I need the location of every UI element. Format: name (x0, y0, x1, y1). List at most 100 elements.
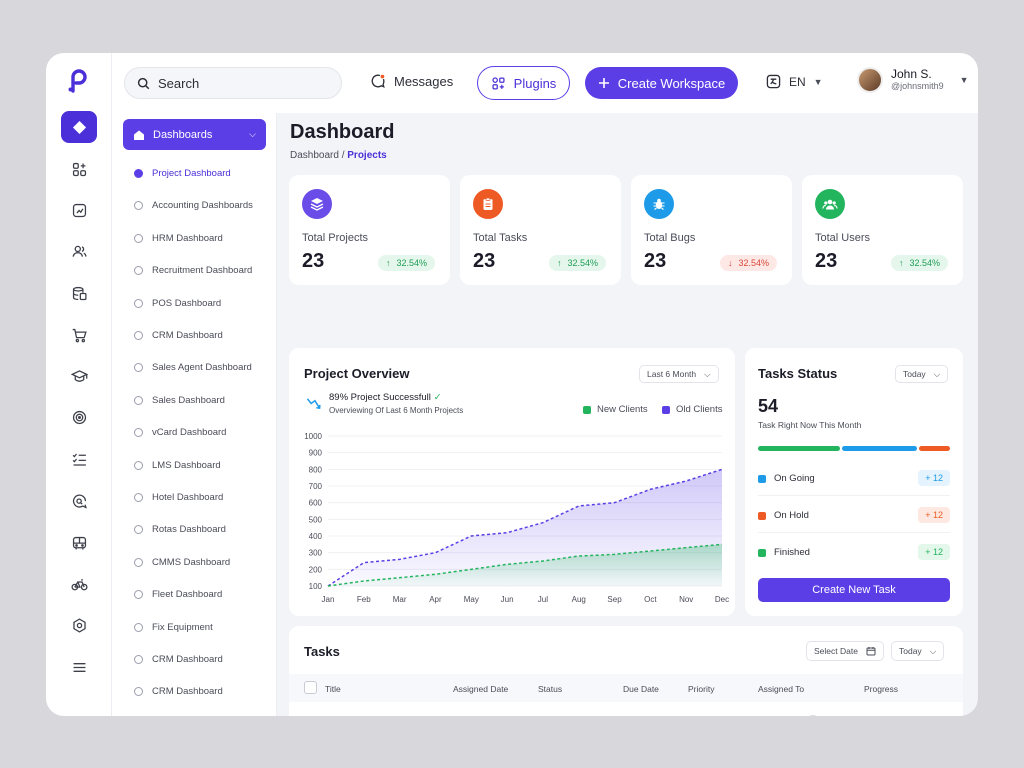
sidebar-item[interactable]: Sales Dashboard (134, 395, 225, 406)
overview-range-label: Last 6 Month (647, 369, 697, 379)
x-tick-label: Sep (607, 595, 622, 604)
sidebar-item[interactable]: Rotas Dashboard (134, 524, 226, 535)
language-label: EN (789, 74, 806, 89)
sidebar-item[interactable]: Fix Equipment (134, 622, 213, 633)
rail-target-icon[interactable] (61, 401, 97, 433)
search-placeholder: Search (158, 75, 200, 91)
messages-button[interactable]: Messages (370, 73, 453, 89)
status-swatch (758, 548, 766, 557)
select-all-checkbox[interactable] (304, 681, 317, 694)
radio-dot-icon (134, 298, 143, 308)
chevron-down-icon: ▼ (959, 75, 969, 85)
stat-card[interactable]: Total Tasks 23 ↑ 32.54% (460, 175, 621, 285)
radio-dot-icon (134, 557, 143, 567)
stat-change-value: 32.54% (738, 258, 769, 268)
sidebar-item[interactable]: LMS Dashboard (134, 460, 221, 471)
task-status-row: On Hold (758, 510, 809, 521)
radio-dot-icon (134, 622, 143, 632)
sidebar-item-label: Fleet Dashboard (152, 589, 223, 601)
stat-card[interactable]: Total Projects 23 ↑ 32.54% (289, 175, 450, 285)
rail-apps-icon[interactable] (61, 153, 97, 185)
task-status-label: Finished (774, 547, 810, 558)
radio-dot-icon (134, 493, 143, 502)
column-header[interactable]: Due Date (623, 684, 659, 694)
arrow-up-icon: ↑ (898, 258, 904, 268)
user-menu[interactable]: John S. @johnsmith9 ▼ (857, 67, 969, 93)
column-header[interactable]: Assigned Date (453, 684, 509, 694)
rail-bicycle-icon[interactable] (61, 568, 97, 600)
rail-checklist-icon[interactable] (61, 443, 97, 475)
page-title: Dashboard (290, 121, 395, 143)
sidebar-item[interactable]: CRM Dashboard (134, 686, 223, 697)
select-date-button[interactable]: Select Date (806, 641, 884, 661)
column-header[interactable]: Assigned To (758, 684, 805, 694)
column-header[interactable]: Status (538, 684, 563, 694)
radio-dot-icon (134, 395, 143, 405)
legend-swatch-old (662, 405, 670, 414)
brand-logo (68, 69, 87, 93)
breadcrumb-current: Projects (347, 150, 387, 161)
sidebar-item[interactable]: Accounting Dashboards (134, 200, 253, 211)
create-workspace-label: Create Workspace (617, 75, 726, 91)
rail-users-icon[interactable] (61, 235, 97, 267)
stat-card[interactable]: Total Bugs 23 ↓ 32.54% (631, 175, 792, 285)
overview-range-select[interactable]: Last 6 Month ⌵ (639, 365, 719, 383)
y-tick-label: 100 (309, 582, 323, 591)
plugins-label: Plugins (513, 75, 557, 91)
sidebar-item[interactable]: Fleet Dashboard (134, 589, 222, 600)
stat-change-badge: ↓ 32.54% (719, 255, 777, 271)
sidebar-item[interactable]: CRM Dashboard (134, 330, 223, 341)
sidebar-item[interactable]: Recruitment Dashboard (134, 265, 252, 276)
x-tick-label: Jul (538, 595, 548, 604)
rail-database-icon[interactable] (61, 277, 97, 309)
sidebar-item[interactable]: CRM Dashboard (134, 654, 223, 665)
sidebar-item[interactable]: Project Dashboard (134, 168, 231, 179)
tasks-status-range-select[interactable]: Today ⌵ (895, 365, 949, 383)
sidebar-item-label: CRM Dashboard (152, 330, 223, 341)
dashboards-label: Dashboards (153, 128, 213, 141)
breadcrumb-root[interactable]: Dashboard / (290, 150, 345, 161)
sidebar-item[interactable]: HRM Dashboard (134, 233, 223, 244)
breadcrumb: Dashboard / Projects (290, 150, 387, 161)
rail-chat-search-icon[interactable] (61, 485, 97, 517)
rail-bus-icon[interactable] (61, 527, 97, 559)
rail-menu-icon[interactable] (61, 651, 97, 683)
column-header[interactable]: Priority (688, 684, 715, 694)
arrow-up-icon: ↑ (385, 258, 391, 268)
plugins-button[interactable]: Plugins (477, 66, 570, 100)
sidebar-item[interactable]: POS Dashboard (134, 298, 221, 309)
overview-subline: Overviewing Of Last 6 Month Projects (329, 406, 464, 415)
rail-dashboard-icon[interactable] (61, 111, 97, 143)
stat-card[interactable]: Total Users 23 ↑ 32.54% (802, 175, 963, 285)
add-assignee-icon[interactable]: + (805, 715, 821, 716)
radio-dot-icon (134, 460, 143, 470)
task-status-count: + 12 (918, 544, 950, 560)
column-header[interactable]: Progress (864, 684, 899, 694)
sidebar-item-label: LMS Dashboard (152, 459, 221, 471)
layers-icon (302, 189, 332, 219)
search-input[interactable]: Search (124, 67, 342, 99)
radio-dot-icon (134, 266, 143, 276)
stat-label: Total Bugs (644, 232, 696, 244)
sidebar-item[interactable]: CMMS Dashboard (134, 557, 230, 568)
tasks-range-label: Today (899, 646, 922, 656)
arrow-up-icon: ↑ (556, 258, 562, 268)
language-selector[interactable]: EN ▼ (766, 74, 823, 89)
plus-icon (598, 78, 609, 88)
dashboards-section-toggle[interactable]: Dashboards ⌵ (123, 119, 266, 150)
stat-label: Total Tasks (473, 232, 528, 244)
sidebar-item[interactable]: Hotel Dashboard (134, 492, 223, 503)
rail-cart-icon[interactable] (61, 319, 97, 351)
sidebar-item-label: Accounting Dashboards (152, 200, 253, 212)
sidebar-item[interactable]: vCard Dashboard (134, 427, 226, 438)
rail-settings-icon[interactable] (61, 609, 97, 641)
tasks-range-select[interactable]: Today ⌵ (891, 641, 945, 661)
create-workspace-button[interactable]: Create Workspace (585, 67, 738, 99)
sidebar-item[interactable]: Sales Agent Dashboard (134, 362, 252, 373)
create-new-task-button[interactable]: Create New Task (758, 578, 950, 602)
stat-label: Total Projects (302, 232, 369, 244)
project-overview-card: Project Overview Last 6 Month ⌵ 89% Proj… (289, 348, 735, 616)
rail-chart-icon[interactable] (61, 194, 97, 226)
column-header[interactable]: Title (325, 684, 341, 694)
rail-graduation-cap-icon[interactable] (61, 360, 97, 392)
